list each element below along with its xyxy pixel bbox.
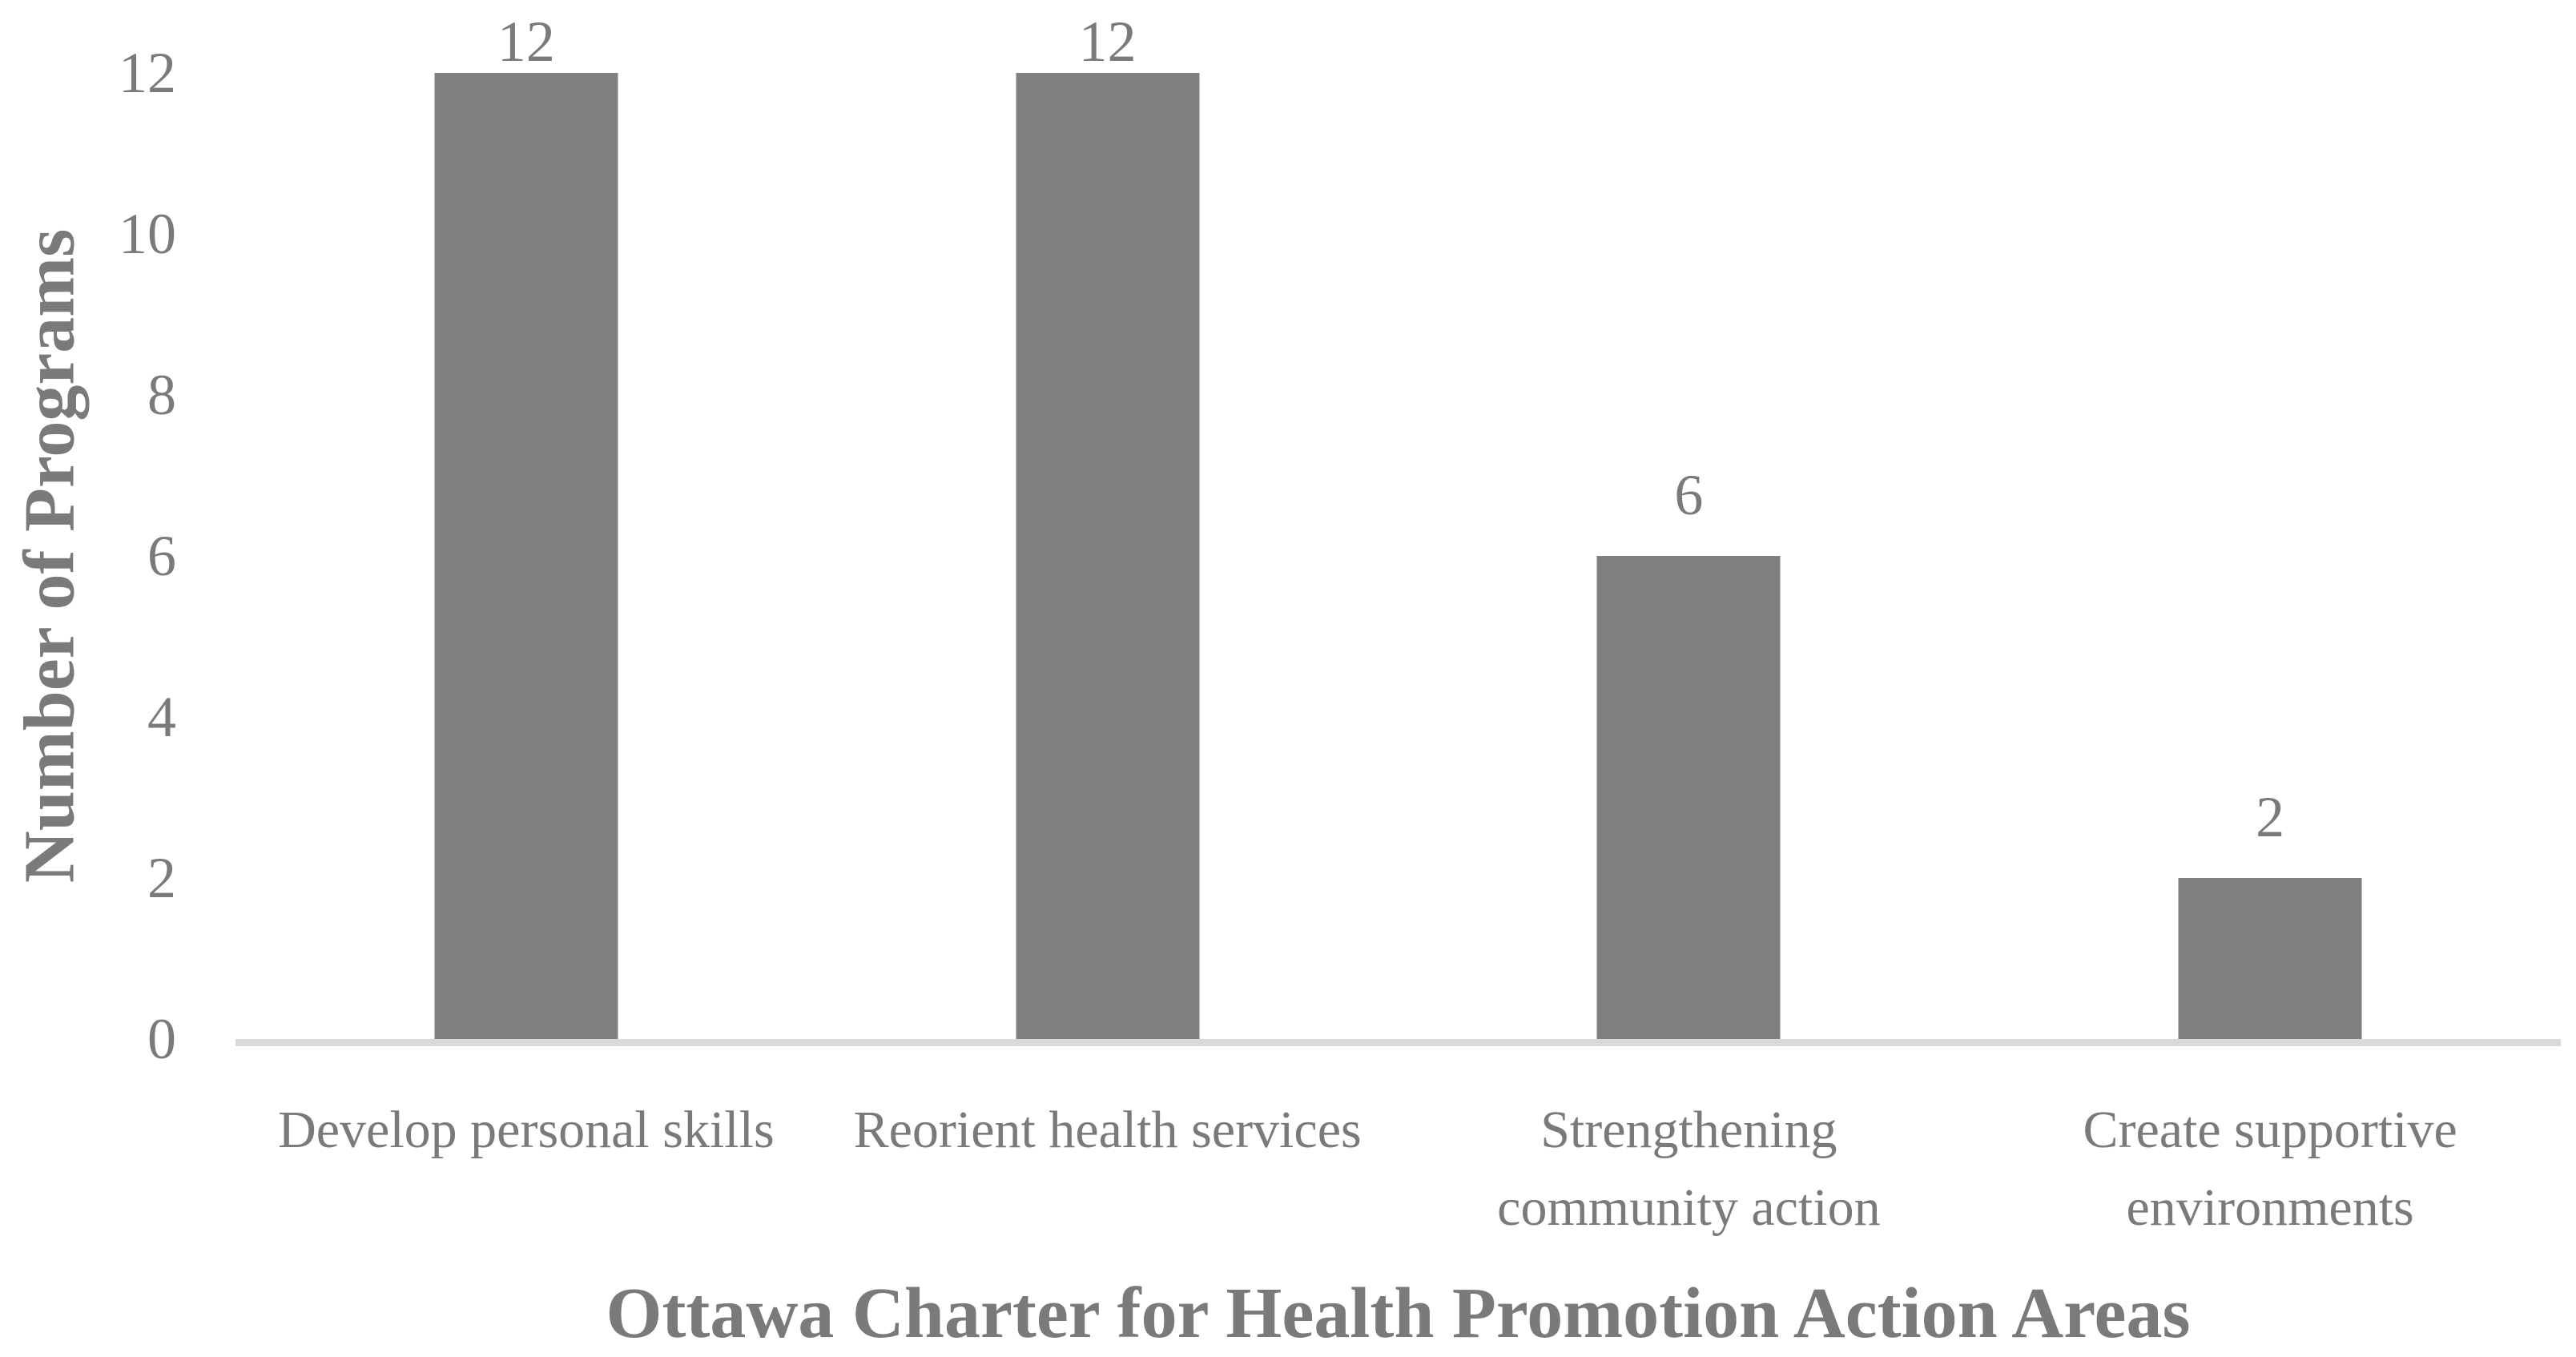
bar-slot: 2 xyxy=(1979,73,2561,1039)
y-tick-label: 2 xyxy=(147,846,176,910)
bar xyxy=(1016,73,1200,1039)
bar xyxy=(434,73,618,1039)
category-label: Create supportive environments xyxy=(2083,1101,2457,1237)
bar-slot: 6 xyxy=(1399,73,1980,1039)
bar-value-label: 2 xyxy=(2256,785,2285,849)
category-label: Develop personal skills xyxy=(278,1101,775,1159)
plot-slots: 12 12 6 2 xyxy=(235,13,2561,1039)
y-axis-ticks: 0 2 4 6 8 10 12 xyxy=(0,44,176,1068)
category-labels: Develop personal skills Reorient health s… xyxy=(235,1091,2561,1246)
bar-value-label: 12 xyxy=(1078,10,1137,74)
y-tick-label: 4 xyxy=(147,685,176,749)
x-axis-baseline xyxy=(235,1039,2561,1046)
bar-value-label: 12 xyxy=(497,10,555,74)
y-tick-label: 10 xyxy=(119,202,176,266)
bar xyxy=(1596,556,1781,1039)
bar-slot: 12 xyxy=(235,13,817,1039)
plot-area: 12 12 6 2 xyxy=(235,13,2561,1046)
category-label: Strengthening community action xyxy=(1497,1101,1881,1237)
x-axis-title: Ottawa Charter for Health Promotion Acti… xyxy=(606,1274,2191,1353)
y-tick-label: 8 xyxy=(147,363,176,427)
y-tick-label: 12 xyxy=(119,41,176,105)
y-tick-label: 6 xyxy=(147,524,176,588)
category-label: Reorient health services xyxy=(853,1101,1362,1159)
bar xyxy=(2178,878,2362,1039)
bar-slot: 12 xyxy=(817,13,1399,1039)
y-tick-label: 0 xyxy=(147,1007,176,1071)
bar-value-label: 6 xyxy=(1674,463,1704,527)
